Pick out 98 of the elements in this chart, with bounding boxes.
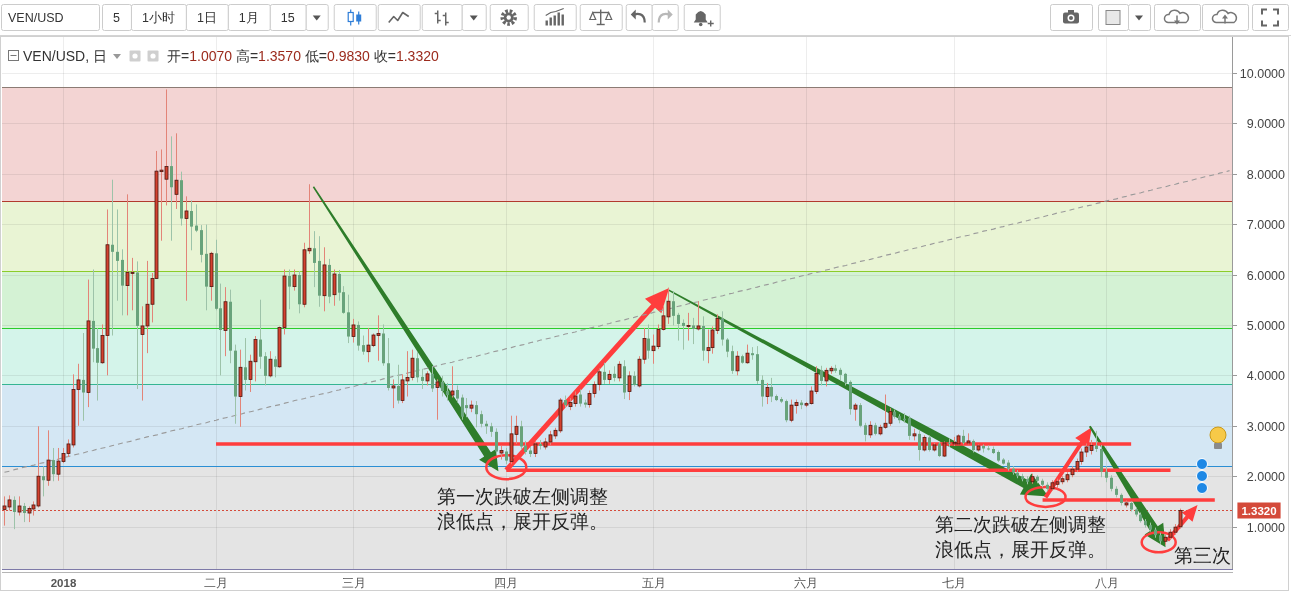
candlestick [391, 379, 396, 409]
candlestick [116, 209, 119, 301]
text: 1小时 [141, 10, 175, 25]
candlestick [584, 399, 587, 408]
text: 1日 [196, 10, 217, 25]
candlestick [465, 398, 468, 418]
y-tick-label: 2.0000 [1246, 469, 1286, 484]
candlestick [726, 338, 729, 358]
candlestick [292, 269, 297, 291]
candlestick [52, 447, 55, 482]
candlestick [274, 356, 277, 378]
candlestick [603, 362, 606, 384]
candlestick [82, 333, 85, 421]
candlestick [918, 429, 921, 461]
candlestick [692, 317, 695, 345]
annotation: 第三次 [1174, 545, 1231, 567]
candlestick [672, 291, 675, 326]
candlestick [696, 301, 701, 331]
x-tick-label: 四月 [494, 577, 519, 589]
candlestick [908, 415, 911, 440]
candlestick [706, 329, 711, 364]
y-tick-label: 6.0000 [1246, 268, 1286, 283]
y-tick-label: 8.0000 [1246, 167, 1286, 182]
x-tick-label: 七月 [942, 577, 967, 589]
text: 开=1.0070 高=1.3570 低=0.9830 收=1.3320 [167, 47, 439, 64]
candlestick [184, 196, 189, 301]
candlestick [416, 352, 419, 383]
candlestick [313, 231, 316, 288]
candlestick [987, 445, 990, 451]
annotation: 第二次跌破左侧调整浪低点，展开反弹。 [935, 514, 1106, 561]
candlestick [677, 312, 680, 341]
candlestick [259, 299, 262, 369]
candlestick [46, 430, 51, 486]
candlestick [23, 502, 26, 523]
candlestick [785, 399, 788, 423]
candlestick [244, 338, 247, 391]
candlestick [765, 382, 770, 405]
y-tick-label: 10.0000 [1239, 66, 1286, 81]
candlestick [190, 200, 193, 251]
candlestick [441, 375, 444, 397]
candlestick [42, 466, 45, 497]
y-tick-label: 5.0000 [1246, 318, 1286, 333]
annotation: 第一次跌破左侧调整浪低点，展开反弹。 [437, 486, 608, 533]
candlestick [731, 345, 734, 374]
candlestick [288, 269, 291, 310]
candlestick [170, 136, 173, 241]
candlestick [475, 401, 478, 428]
candlestick [431, 366, 434, 392]
candlestick [617, 361, 622, 382]
candlestick [627, 371, 632, 401]
candlestick [435, 379, 440, 420]
candlestick [362, 335, 365, 355]
candlestick [268, 351, 273, 378]
candlestick [195, 204, 198, 233]
text: 5 [113, 10, 120, 25]
candlestick [264, 352, 267, 386]
candlestick [751, 347, 754, 360]
text: 15 [280, 10, 295, 25]
candlestick [357, 321, 360, 351]
candlestick [859, 403, 862, 428]
candlestick [735, 351, 740, 376]
candlestick [820, 365, 823, 386]
y-tick-label: 1.0000 [1246, 520, 1286, 535]
y-tick-label: 3.0000 [1246, 419, 1286, 434]
candlestick [1100, 444, 1103, 478]
candlestick [745, 344, 750, 364]
candlestick [495, 428, 498, 455]
candlestick [520, 420, 523, 450]
x-tick-label: 三月 [341, 577, 366, 589]
candlestick [111, 179, 114, 336]
candlestick [421, 368, 424, 389]
candlestick [351, 318, 356, 343]
candlestick [770, 377, 773, 403]
candlestick [682, 319, 685, 350]
y-tick-label: 4.0000 [1246, 368, 1286, 383]
candlestick [332, 269, 337, 306]
candlestick [686, 312, 691, 341]
x-tick-label: 二月 [204, 577, 229, 589]
candlestick [13, 496, 16, 530]
candlestick [721, 311, 724, 346]
candlestick [461, 394, 464, 420]
x-tick-label: 2018 [50, 577, 77, 589]
x-tick-label: 八月 [1094, 577, 1119, 589]
x-tick-label: 六月 [794, 576, 819, 589]
candlestick [647, 324, 650, 359]
y-tick-label: 7.0000 [1246, 217, 1286, 232]
text: VEN/USD, 日 [23, 47, 108, 64]
text: 1月 [238, 10, 259, 25]
ref-line-label: 1.3320 [1241, 504, 1277, 517]
x-tick-label: 五月 [641, 577, 666, 589]
candlestick [397, 364, 400, 404]
candlestick [1095, 430, 1098, 453]
candlestick [450, 366, 455, 398]
text: VEN/USD [8, 10, 64, 25]
y-tick-label: 9.0000 [1246, 116, 1286, 131]
candlestick [174, 133, 179, 209]
candlestick [761, 375, 764, 407]
candlestick [948, 438, 951, 447]
